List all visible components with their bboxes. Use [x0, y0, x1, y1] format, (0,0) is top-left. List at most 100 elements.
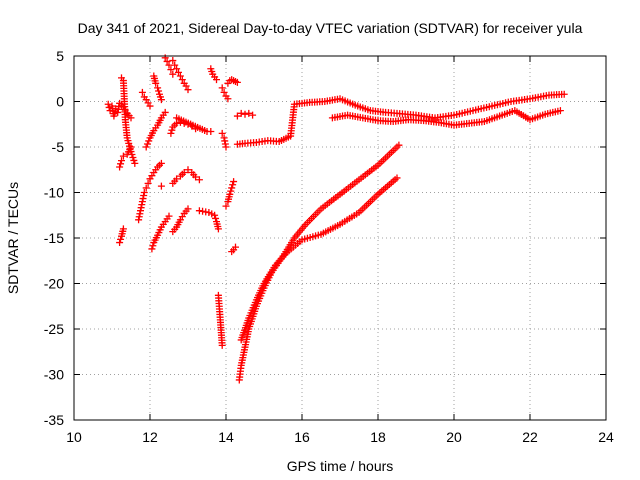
data-point-marker — [104, 100, 112, 108]
y-tick-label: -10 — [44, 185, 64, 201]
data-point-marker — [169, 57, 177, 65]
data-point-marker — [212, 214, 220, 222]
data-point-marker — [226, 190, 234, 198]
x-tick-label: 10 — [66, 429, 82, 445]
data-point-marker — [140, 189, 148, 196]
data-point-marker — [178, 76, 186, 84]
data-point-marker — [395, 141, 403, 149]
data-point-marker — [143, 140, 151, 148]
data-points — [104, 54, 568, 384]
x-axis-label: GPS time / hours — [287, 458, 394, 474]
x-tick-label: 22 — [522, 429, 538, 445]
data-point-marker — [184, 166, 192, 174]
data-point-marker — [218, 341, 226, 349]
y-tick-label: -35 — [44, 412, 64, 428]
data-point-marker — [230, 178, 238, 186]
data-point-marker — [393, 174, 401, 182]
data-point-marker — [161, 54, 169, 62]
data-point-marker — [229, 181, 237, 189]
data-point-marker — [116, 239, 124, 247]
data-point-marker — [163, 57, 171, 65]
x-tick-label: 18 — [370, 429, 386, 445]
y-tick-label: 5 — [56, 48, 64, 64]
data-point-marker — [117, 160, 125, 168]
data-point-marker — [192, 173, 200, 181]
data-point-marker — [237, 109, 245, 117]
data-point-marker — [249, 111, 257, 119]
data-point-marker — [232, 243, 239, 251]
data-point-marker — [149, 242, 157, 250]
data-point-marker — [214, 225, 222, 233]
x-tick-label: 12 — [142, 429, 158, 445]
data-point-marker — [119, 225, 127, 233]
data-point-marker — [173, 65, 181, 73]
data-point-marker — [171, 61, 179, 69]
data-point-marker — [131, 159, 139, 167]
data-point-marker — [182, 82, 190, 90]
data-point-marker — [157, 182, 165, 190]
y-tick-label: -30 — [44, 367, 64, 383]
y-tick-label: -20 — [44, 276, 64, 292]
chart-title: Day 341 of 2021, Sidereal Day-to-day VTE… — [78, 20, 583, 36]
data-point-marker — [176, 72, 184, 80]
data-point-marker — [138, 88, 146, 96]
y-axis-label: SDTVAR / TECUs — [5, 182, 21, 294]
x-tick-label: 16 — [294, 429, 310, 445]
data-point-marker — [118, 157, 125, 165]
y-tick-label: -15 — [44, 230, 64, 246]
data-point-marker — [211, 211, 219, 219]
data-point-marker — [241, 110, 249, 118]
data-point-marker — [207, 128, 215, 136]
y-tick-label: -5 — [52, 139, 65, 155]
x-tick-label: 14 — [218, 429, 234, 445]
data-point-marker — [233, 78, 241, 86]
data-point-marker — [144, 179, 152, 187]
data-point-marker — [218, 129, 226, 137]
data-point-marker — [117, 235, 125, 243]
data-point-marker — [167, 129, 175, 137]
data-point-marker — [213, 76, 220, 84]
data-point-marker — [173, 175, 181, 183]
data-point-marker — [222, 202, 230, 210]
data-point-marker — [224, 95, 232, 103]
data-point-marker — [175, 68, 182, 76]
data-point-marker — [154, 84, 162, 92]
data-point-marker — [220, 88, 228, 96]
data-point-marker — [127, 114, 135, 122]
data-point-marker — [218, 84, 226, 92]
data-point-marker — [165, 212, 173, 220]
y-tick-label: -25 — [44, 321, 64, 337]
data-point-marker — [119, 152, 127, 160]
data-point-marker — [145, 137, 153, 145]
data-point-marker — [161, 108, 169, 116]
x-tick-label: 20 — [446, 429, 462, 445]
data-point-marker — [157, 96, 165, 104]
data-point-marker — [116, 163, 124, 171]
data-point-marker — [222, 143, 230, 151]
data-point-marker — [146, 102, 154, 110]
data-point-marker — [560, 90, 568, 98]
data-point-marker — [127, 143, 135, 151]
data-point-marker — [227, 187, 235, 195]
data-point-marker — [155, 87, 163, 95]
data-point-marker — [167, 66, 175, 74]
data-point-marker — [233, 112, 241, 120]
x-tick-label: 24 — [598, 429, 614, 445]
data-point-marker — [180, 168, 188, 176]
data-point-marker — [152, 79, 160, 87]
data-point-marker — [195, 176, 203, 184]
axis-ticks: 10 12 14 16 18 20 22 24 5 0 -5 -10 -15 -20 -25 -30 -35 — [44, 48, 614, 445]
data-point-marker — [168, 126, 176, 134]
y-tick-label: 0 — [56, 94, 64, 110]
data-point-marker — [142, 143, 150, 151]
data-point-marker — [169, 70, 177, 78]
data-point-marker — [148, 245, 156, 253]
data-point-marker — [184, 86, 192, 94]
data-point-marker — [184, 205, 192, 213]
data-point-marker — [228, 184, 236, 192]
data-point-marker — [142, 184, 150, 192]
data-point-marker — [157, 159, 165, 167]
data-point-marker — [556, 107, 564, 115]
